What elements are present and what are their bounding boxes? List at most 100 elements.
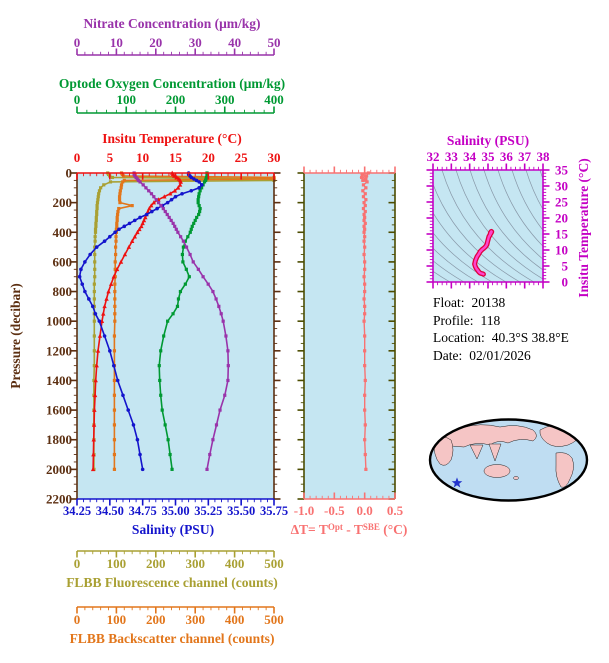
tick-label: 0 — [74, 92, 81, 107]
tick-label: 300 — [215, 92, 235, 107]
nitrate-axis-title: Nitrate Concentration (μm/kg) — [83, 16, 261, 31]
tick-label: 400 — [53, 225, 73, 240]
tick-label: 300 — [185, 612, 205, 627]
delta-t-axis-title: ΔT= TOpt - TSBE (°C) — [291, 522, 408, 538]
fluorescence-axis-title: FLBB Fluorescence channel (counts) — [66, 575, 278, 590]
salinity-axis-title: Salinity (PSU) — [131, 522, 215, 537]
metadata-row-date: Date: 02/01/2026 — [433, 347, 569, 365]
location-value: 40.3°S 38.8°E — [491, 330, 569, 345]
ts-curve — [472, 228, 495, 277]
tick-label: 37 — [518, 149, 532, 164]
tick-label: 0 — [66, 166, 73, 181]
tick-label: 10 — [136, 150, 149, 165]
tick-label: 800 — [53, 284, 73, 299]
tick-label: 34 — [463, 149, 477, 164]
tick-label: 15 — [169, 150, 183, 165]
tick-label: 0.0 — [357, 503, 373, 518]
tick-label: 2000 — [46, 462, 72, 477]
tick-label: 100 — [117, 92, 137, 107]
world-map — [428, 418, 589, 502]
tick-label: 400 — [264, 92, 284, 107]
tick-label: 33 — [445, 149, 459, 164]
tick-label: 35.00 — [161, 504, 189, 518]
tick-label: 1800 — [46, 432, 72, 447]
tick-label: 400 — [225, 556, 245, 571]
backscatter-axis-title: FLBB Backscatter channel (counts) — [69, 631, 275, 646]
float-location-star — [451, 477, 463, 488]
tick-label: 34.25 — [63, 504, 91, 518]
profile-value: 118 — [480, 312, 501, 328]
profile-curves — [77, 170, 276, 472]
tick-label: 0 — [74, 612, 81, 627]
tick-label: -1.0 — [294, 503, 315, 518]
metadata-row-float: Float: 20138 — [433, 294, 569, 312]
tick-label: 35.25 — [194, 504, 222, 518]
tick-label: 0 — [74, 35, 81, 50]
tick-label: 1600 — [46, 403, 72, 418]
tick-label: 50 — [268, 35, 281, 50]
tick-label: 200 — [146, 556, 166, 571]
tick-label: 35 — [555, 163, 569, 178]
delta-t-title-post: (°C) — [379, 522, 408, 537]
tick-label: 300 — [185, 556, 205, 571]
tick-label: 35.50 — [227, 504, 255, 518]
tick-label: 5 — [107, 150, 114, 165]
tick-label: 15 — [555, 227, 569, 242]
tick-label: 20 — [149, 35, 162, 50]
tick-label: 200 — [53, 195, 73, 210]
oxygen-axis-title: Optode Oxygen Concentration (μm/kg) — [58, 76, 286, 91]
tick-label: 20 — [555, 211, 568, 226]
location-label: Location: — [433, 330, 485, 345]
tick-label: 30 — [268, 150, 281, 165]
tick-label: 200 — [166, 92, 186, 107]
temperature-axis-title: Insitu Temperature (°C) — [102, 131, 242, 146]
tick-label: 25 — [555, 195, 569, 210]
tick-label: 500 — [264, 612, 284, 627]
tick-label: 600 — [53, 254, 73, 269]
tick-label: 0.5 — [387, 503, 404, 518]
tick-label: 25 — [235, 150, 249, 165]
tick-label: 20 — [202, 150, 215, 165]
tick-label: -0.5 — [324, 503, 345, 518]
ts-salinity-axis-title: Salinity (PSU) — [446, 133, 530, 148]
tick-label: 1000 — [46, 314, 72, 329]
tick-label: 100 — [107, 612, 127, 627]
tick-label: 1200 — [46, 343, 72, 358]
tick-label: 400 — [225, 612, 245, 627]
tick-label: 1400 — [46, 373, 72, 388]
date-value: 02/01/2026 — [469, 347, 531, 363]
tick-label: 5 — [562, 259, 569, 274]
tick-label: 0 — [74, 150, 81, 165]
tick-label: 30 — [189, 35, 202, 50]
tick-label: 10 — [110, 35, 123, 50]
delta-t-title-pre: ΔT= T — [290, 522, 328, 537]
tick-label: 36 — [500, 149, 514, 164]
ts-diagram — [433, 170, 543, 282]
metadata-row-location: Location: 40.3°S 38.8°E — [433, 329, 569, 347]
delta-t-title-mid: - T — [342, 522, 363, 537]
delta-t-title-sup-sbe: SBE — [362, 521, 380, 532]
tick-label: 35 — [482, 149, 496, 164]
float-value: 20138 — [471, 295, 506, 310]
float-metadata: Float: 20138 Profile: 118 Location: 40.3°S … — [433, 294, 569, 364]
tick-label: 38 — [537, 149, 551, 164]
tick-label: 200 — [146, 612, 166, 627]
tick-label: 500 — [264, 556, 284, 571]
tick-label: 35.75 — [260, 504, 288, 518]
tick-label: 34.75 — [129, 504, 157, 518]
pressure-axis-title: Pressure (decibar) — [8, 283, 23, 389]
tick-label: 40 — [228, 35, 241, 50]
tick-label: 32 — [427, 149, 440, 164]
delta-t-curve — [359, 171, 370, 471]
tick-label: 0 — [562, 275, 569, 290]
tick-label: 0 — [74, 556, 81, 571]
tick-label: 30 — [555, 179, 568, 194]
profile-label: Profile: — [433, 312, 474, 328]
float-label: Float: — [433, 295, 465, 310]
ts-temperature-axis-title: Insitu Temperature (°C) — [576, 158, 591, 298]
delta-t-title-sup-opt: Opt — [327, 521, 343, 532]
axes — [70, 48, 550, 614]
